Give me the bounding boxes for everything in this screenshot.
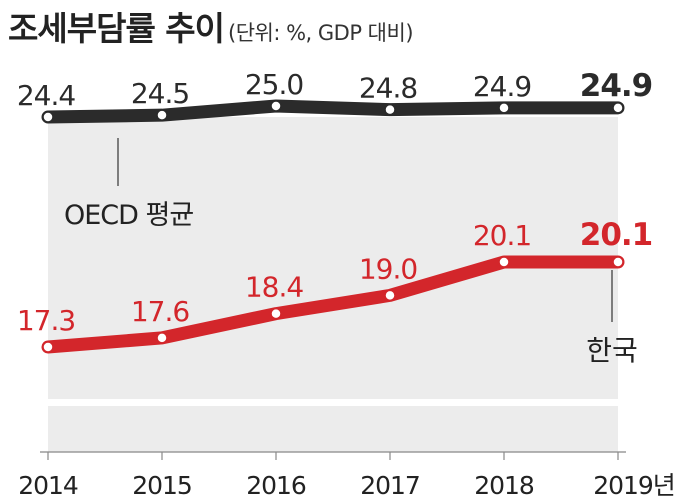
korea-point-2017 [384,289,396,302]
korea-point-2015 [156,332,168,344]
oecd-point-2015 [156,109,168,121]
oecd-label-2018: 24.9 [473,70,531,103]
x-tick-label-2016: 2016 [246,471,306,500]
oecd-point-2014 [42,111,54,123]
chart-title: 조세부담률 추이 [8,9,225,48]
oecd-point-2017 [384,103,396,116]
oecd-label-2019: 24.9 [580,68,653,104]
oecd-label-2015: 24.5 [131,77,189,110]
korea-point-2016 [270,307,282,320]
oecd-label-2016: 25.0 [245,68,303,101]
x-tick-label-2014: 2014 [18,471,78,500]
x-tick-label-2019: 2019년 [593,471,675,500]
oecd-line [41,99,625,124]
korea-point-2014 [42,341,54,353]
oecd-label-2014: 24.4 [17,79,76,112]
oecd-label-2017: 24.8 [359,72,417,105]
x-tick-label-2017: 2017 [360,471,420,500]
korea-label-2014: 17.3 [17,304,75,337]
korea-label-2015: 17.6 [131,295,190,328]
korea-series-name: 한국 [586,334,638,367]
korea-label-2016: 18.4 [245,271,304,304]
oecd-point-2016 [270,100,282,112]
korea-point-2018 [498,256,510,268]
chart-title-block: 조세부담률 추이 (단위: %, GDP 대비) [8,2,414,50]
oecd-series-name: OECD 평균 [64,200,193,231]
korea-point-2019 [612,256,624,268]
oecd-point-2018 [498,102,510,114]
korea-label-2017: 19.0 [359,252,417,285]
korea-line [41,255,625,354]
oecd-point-2019 [612,102,624,114]
korea-label-2019: 20.1 [580,217,653,253]
korea-label-2018: 20.1 [473,219,531,252]
plot-area-lower [48,406,618,452]
x-tick-label-2018: 2018 [474,471,534,500]
chart-subtitle: (단위: %, GDP 대비) [228,21,414,45]
x-tick-label-2015: 2015 [132,471,192,500]
